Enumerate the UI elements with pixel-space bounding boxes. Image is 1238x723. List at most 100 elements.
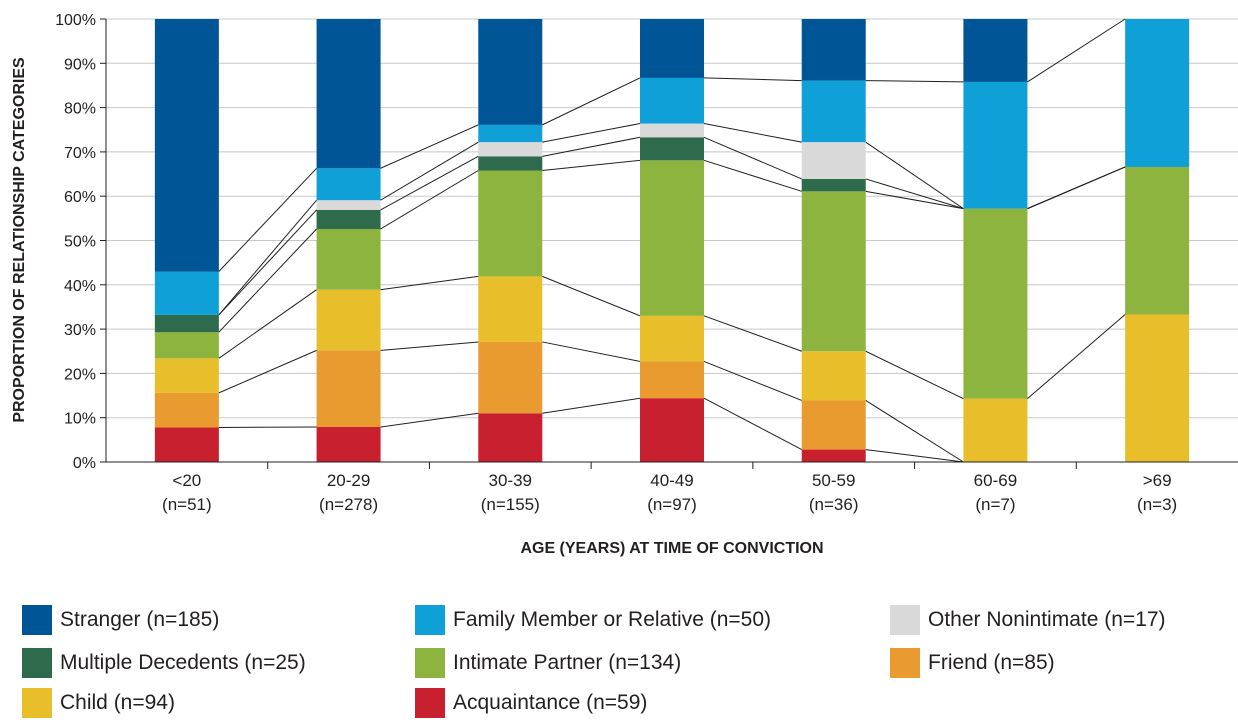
x-tick-count-label: (n=51): [162, 495, 212, 514]
bar-segment: [640, 19, 704, 78]
x-tick-count-label: (n=97): [647, 495, 697, 514]
axes: [100, 18, 1238, 469]
bar-segment: [801, 400, 866, 450]
connector-line: [380, 124, 479, 169]
bar-segment: [640, 398, 704, 462]
bar-segment: [1125, 314, 1190, 462]
bar-segment: [801, 178, 866, 192]
connector-line: [542, 275, 641, 317]
connector-line: [1027, 314, 1126, 400]
bar-segment: [316, 209, 381, 229]
bar-segment: [478, 341, 543, 414]
y-tick-label: 0%: [73, 455, 96, 472]
connector-line: [865, 190, 964, 210]
y-tick-label: 10%: [64, 411, 96, 428]
connector-line: [542, 159, 641, 172]
connector-line: [703, 360, 802, 401]
bar-segment: [963, 81, 1028, 209]
legend-item-friend: Friend (n=85): [890, 648, 1055, 678]
connector-line: [703, 136, 802, 180]
connector-line: [865, 399, 964, 463]
bar-segment: [478, 156, 543, 171]
x-tick-label: 60-69: [974, 471, 1017, 490]
legend-swatch: [22, 648, 52, 678]
legend-swatch: [415, 688, 445, 718]
connector-line: [542, 77, 641, 126]
legend-label: Multiple Decedents (n=25): [60, 651, 306, 674]
connector-line: [218, 167, 317, 272]
connector-line: [380, 155, 479, 211]
connector-line: [703, 77, 802, 82]
connector-line: [865, 178, 964, 210]
connector-line: [380, 275, 479, 291]
legend-label: Intimate Partner (n=134): [453, 651, 682, 674]
bar-segments: [154, 19, 1190, 462]
bar-segment: [963, 19, 1028, 82]
bar-segment: [640, 137, 704, 161]
bar-segment: [963, 208, 1028, 399]
bar-segment: [316, 200, 381, 210]
bar-segment: [801, 351, 866, 401]
legend-item-stranger: Stranger (n=185): [22, 605, 219, 635]
bar-segment: [640, 160, 704, 316]
connector-line: [218, 199, 317, 316]
y-tick-label: 70%: [64, 145, 96, 162]
x-tick-count-label: (n=7): [975, 495, 1015, 514]
connector-line: [1027, 166, 1126, 210]
legend-item-multiple-decedents: Multiple Decedents (n=25): [22, 648, 306, 678]
connector-line: [380, 341, 479, 351]
y-tick-label: 80%: [64, 101, 96, 118]
connector-line: [218, 289, 317, 359]
y-tick-label: 60%: [64, 189, 96, 206]
bar-segment: [316, 19, 381, 169]
x-tick-label: >69: [1143, 471, 1172, 490]
y-axis-title: PROPORTION OF RELATIONSHIP CATEGORIES: [11, 57, 28, 423]
connector-line: [703, 159, 802, 192]
connector-line: [380, 141, 479, 201]
x-tick-label: 20-29: [327, 471, 370, 490]
legend-swatch: [415, 648, 445, 678]
bar-segment: [640, 77, 704, 124]
x-tick-count-label: (n=278): [319, 495, 378, 514]
bar-segment: [316, 350, 381, 428]
y-tick-labels: 0% 10% 20% 30% 40% 50% 60% 70% 80% 90% 100%: [55, 12, 96, 472]
bar-segment: [154, 314, 219, 333]
bar-segment: [478, 19, 543, 125]
connector-line: [865, 449, 964, 463]
y-tick-label: 100%: [55, 12, 96, 29]
connector-line: [703, 397, 802, 451]
y-tick-label: 30%: [64, 322, 96, 339]
legend-item-child: Child (n=94): [22, 688, 175, 718]
bar-segment: [1125, 19, 1190, 167]
y-tick-label: 40%: [64, 278, 96, 295]
legend-label: Child (n=94): [60, 691, 175, 714]
bar-segment: [154, 271, 219, 315]
legend-label: Family Member or Relative (n=50): [453, 608, 772, 631]
connector-line: [542, 123, 641, 143]
bar-segment: [154, 427, 219, 462]
bar-segment: [801, 191, 866, 352]
bar-segment: [316, 168, 381, 201]
x-tick-label: 40-49: [650, 471, 693, 490]
y-tick-label: 90%: [64, 56, 96, 73]
bar-segment: [316, 289, 381, 351]
connector-line: [865, 141, 964, 210]
y-tick-label: 20%: [64, 366, 96, 383]
bar-segment: [154, 358, 219, 393]
bar-segment: [478, 413, 543, 462]
legend-item-intimate-partner: Intimate Partner (n=134): [415, 648, 681, 678]
legend: Stranger (n=185) Family Member or Relati…: [22, 600, 1238, 723]
x-tick-count-label: (n=36): [809, 495, 859, 514]
connector-line: [542, 341, 641, 362]
connector-line: [703, 123, 802, 143]
legend-label: Friend (n=85): [928, 651, 1055, 674]
x-tick-label: <20: [172, 471, 201, 490]
legend-label: Stranger (n=185): [60, 608, 220, 631]
legend-label: Acquaintance (n=59): [453, 691, 648, 714]
x-tick-count-label: (n=3): [1137, 495, 1177, 514]
bar-segment: [963, 398, 1028, 462]
x-axis-title: AGE (YEARS) AT TIME OF CONVICTION: [520, 540, 823, 557]
connector-line: [380, 170, 479, 230]
legend-swatch: [890, 605, 920, 635]
bar-segment: [801, 80, 866, 143]
